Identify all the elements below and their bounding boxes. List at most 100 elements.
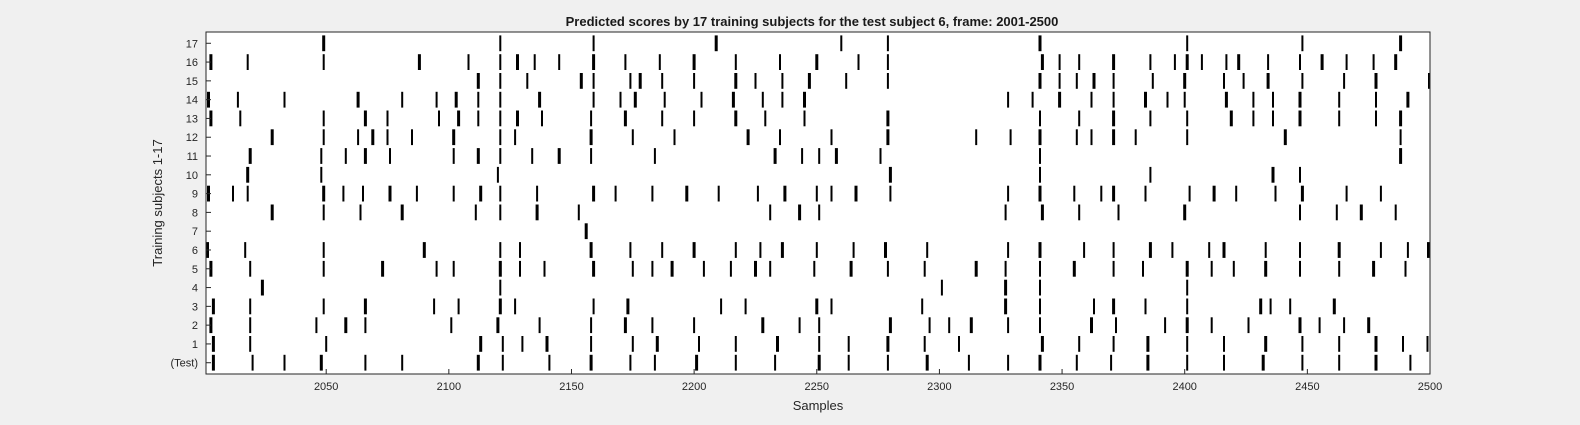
event-mark	[1004, 204, 1007, 221]
event-mark	[661, 242, 664, 258]
event-mark	[589, 242, 593, 258]
event-mark	[619, 91, 622, 108]
event-mark	[359, 204, 362, 221]
event-mark	[433, 298, 436, 315]
event-mark	[477, 110, 480, 127]
event-mark	[498, 298, 502, 315]
event-mark	[1112, 54, 1116, 70]
event-mark	[211, 298, 215, 315]
event-mark	[590, 110, 593, 127]
event-mark	[246, 185, 249, 202]
event-mark	[1212, 185, 1216, 202]
event-mark	[1173, 54, 1176, 70]
event-mark	[499, 91, 502, 108]
event-mark	[592, 73, 595, 89]
event-mark	[538, 317, 541, 334]
event-mark	[325, 336, 328, 352]
event-mark	[1274, 185, 1277, 202]
event-mark	[1399, 110, 1403, 127]
event-mark	[1149, 110, 1152, 127]
event-mark	[1427, 242, 1430, 258]
event-mark	[1379, 185, 1382, 202]
event-mark	[389, 148, 391, 164]
event-mark	[798, 204, 802, 221]
event-mark	[692, 54, 696, 70]
event-mark	[1117, 204, 1120, 221]
plot-frame	[205, 31, 1431, 375]
event-mark	[886, 35, 889, 52]
event-mark	[1301, 35, 1304, 52]
event-mark	[1264, 242, 1267, 258]
event-mark	[815, 242, 818, 258]
event-mark	[322, 242, 325, 258]
event-mark	[514, 298, 517, 315]
event-mark	[232, 185, 234, 202]
event-mark	[1298, 110, 1302, 127]
event-mark	[516, 54, 519, 70]
event-mark	[388, 185, 392, 202]
event-mark	[781, 73, 784, 89]
x-tick-label: 2100	[437, 381, 461, 393]
event-mark	[631, 260, 634, 277]
event-mark	[1038, 129, 1042, 146]
event-mark	[499, 242, 502, 258]
event-mark	[592, 260, 596, 277]
event-mark	[734, 110, 738, 127]
event-mark	[1058, 73, 1061, 89]
event-mark	[1144, 185, 1147, 202]
event-mark	[818, 336, 821, 352]
event-mark	[496, 317, 500, 334]
event-mark	[1229, 110, 1233, 127]
x-tick-label: 2250	[805, 381, 829, 393]
event-mark	[940, 279, 943, 296]
event-mark	[818, 148, 821, 164]
event-mark	[422, 242, 426, 258]
event-mark	[655, 336, 659, 352]
event-mark	[717, 185, 720, 202]
event-mark	[1031, 91, 1034, 108]
event-mark	[1115, 317, 1117, 334]
event-mark	[818, 317, 821, 334]
event-mark	[1112, 73, 1115, 89]
event-mark	[1394, 54, 1398, 70]
event-mark	[759, 242, 762, 258]
event-mark	[590, 148, 593, 164]
event-mark	[592, 91, 595, 108]
event-mark	[857, 54, 860, 70]
event-mark	[845, 73, 848, 89]
event-mark	[1242, 73, 1245, 89]
event-mark	[849, 260, 853, 277]
event-mark	[1264, 260, 1268, 277]
event-mark	[923, 336, 926, 352]
event-mark	[886, 354, 889, 371]
event-mark	[614, 185, 617, 202]
event-mark	[1224, 91, 1228, 108]
event-mark	[342, 185, 345, 202]
event-mark	[1075, 73, 1078, 89]
event-mark	[322, 35, 326, 52]
event-mark	[1343, 73, 1346, 89]
event-mark	[769, 260, 772, 277]
event-mark	[746, 129, 750, 146]
event-mark	[734, 336, 737, 352]
event-mark	[921, 298, 924, 315]
event-mark	[798, 317, 801, 334]
event-mark	[1272, 91, 1274, 108]
event-mark	[1289, 298, 1292, 315]
event-mark	[519, 242, 521, 258]
event-mark	[1208, 242, 1211, 258]
event-mark	[1166, 91, 1169, 108]
event-mark	[363, 298, 367, 315]
event-mark	[754, 260, 757, 277]
y-tick-label: 11	[187, 151, 198, 163]
event-mark	[734, 242, 737, 258]
event-mark	[651, 317, 654, 334]
y-tick-label: 8	[192, 207, 198, 219]
event-mark	[1040, 336, 1044, 352]
event-mark	[1399, 129, 1402, 146]
event-mark	[1058, 54, 1061, 70]
event-mark	[579, 73, 583, 89]
event-mark	[774, 354, 777, 371]
event-mark	[454, 91, 458, 108]
x-tick-label: 2500	[1418, 381, 1442, 393]
